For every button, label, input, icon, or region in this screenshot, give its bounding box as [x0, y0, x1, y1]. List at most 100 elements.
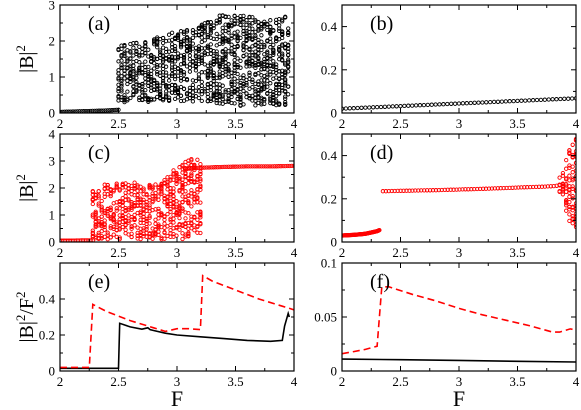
band-point: [135, 193, 140, 198]
band-point: [90, 231, 95, 236]
band-point: [137, 60, 142, 65]
band-point: [253, 35, 258, 40]
band-point: [217, 89, 222, 94]
band-point: [160, 53, 166, 58]
plot-area: [342, 285, 576, 363]
band-point: [268, 72, 273, 77]
band-point: [143, 50, 148, 55]
band-point: [102, 224, 107, 230]
upper-branch-point: [211, 165, 216, 170]
y-tick-label: 0: [331, 364, 338, 379]
band-point: [105, 237, 110, 242]
band-point: [183, 221, 188, 226]
band-point: [214, 31, 219, 37]
band-point: [280, 53, 285, 58]
band-point: [96, 189, 101, 194]
data-point: [422, 188, 427, 193]
band-point: [198, 230, 203, 236]
band-point: [286, 84, 291, 89]
data-point: [398, 103, 403, 109]
band-point: [163, 64, 169, 69]
band-point: [557, 175, 562, 180]
band-point: [250, 15, 255, 20]
band-point: [262, 19, 267, 24]
data-point: [445, 101, 450, 107]
band-point: [175, 90, 181, 95]
data-point: [554, 97, 559, 102]
band-point: [114, 185, 119, 190]
band-point: [570, 164, 575, 169]
fixed-point-branch: [70, 109, 76, 113]
upper-branch-point: [206, 165, 212, 170]
band-point: [247, 72, 252, 78]
band-point: [102, 227, 107, 232]
upper-branch-point: [222, 164, 227, 170]
band-point: [146, 64, 151, 70]
data-point: [401, 188, 406, 193]
band-point: [241, 13, 246, 19]
band-point: [238, 92, 243, 97]
y-axis-label: |B|2: [13, 174, 38, 202]
upper-branch-point: [241, 164, 247, 169]
band-point: [190, 82, 196, 88]
upper-branch-point: [237, 164, 242, 169]
band-point: [220, 96, 225, 102]
upper-branch-point: [243, 164, 249, 169]
data-point: [519, 98, 524, 103]
band-point: [96, 195, 101, 200]
data-point: [491, 99, 497, 105]
band-point: [99, 206, 104, 211]
band-point: [162, 214, 167, 219]
band-point: [126, 186, 131, 191]
x-tick-label: 3: [174, 374, 181, 389]
band-point: [253, 72, 258, 78]
y-tick-label: 0: [49, 235, 56, 250]
band-point: [149, 53, 154, 58]
band-point: [198, 221, 203, 226]
y-label-superscript: 2: [13, 315, 28, 322]
data-point: [377, 227, 382, 233]
band-point: [172, 46, 178, 52]
band-point: [160, 76, 166, 81]
upper-branch-point: [200, 165, 205, 170]
band-point: [159, 190, 164, 195]
band-point: [186, 210, 191, 216]
band-point: [122, 93, 127, 98]
band-point: [271, 59, 276, 64]
band-point: [138, 236, 143, 242]
band-point: [181, 54, 187, 60]
band-point: [198, 215, 203, 220]
fixed-point-branch: [75, 109, 80, 113]
panel-label: (b): [370, 13, 393, 35]
band-point: [238, 94, 243, 100]
band-point: [155, 80, 160, 86]
band-point: [183, 189, 188, 194]
band-point: [238, 97, 243, 102]
band-point: [181, 52, 187, 58]
band-point: [119, 89, 124, 94]
data-point: [394, 104, 399, 109]
band-point: [217, 75, 222, 81]
x-tick-label: 2.5: [110, 245, 126, 260]
y-label-superscript-2: 2: [13, 291, 28, 298]
band-point: [198, 171, 203, 177]
band-point: [144, 192, 149, 198]
band-point: [111, 189, 116, 194]
band-point: [238, 35, 243, 41]
x-tick-label: 3: [456, 374, 463, 389]
band-point: [178, 93, 184, 98]
band-point: [564, 198, 569, 203]
band-point: [175, 33, 181, 39]
x-tick-label: 3.5: [509, 374, 525, 389]
band-point: [198, 161, 203, 167]
band-point: [199, 58, 204, 64]
band-point: [181, 70, 187, 75]
band-point: [198, 187, 203, 192]
upper-branch-point: [272, 164, 277, 169]
band-point: [286, 64, 291, 69]
band-point: [143, 87, 148, 93]
band-point: [226, 39, 231, 45]
band-point: [244, 18, 249, 23]
data-point: [475, 186, 480, 192]
